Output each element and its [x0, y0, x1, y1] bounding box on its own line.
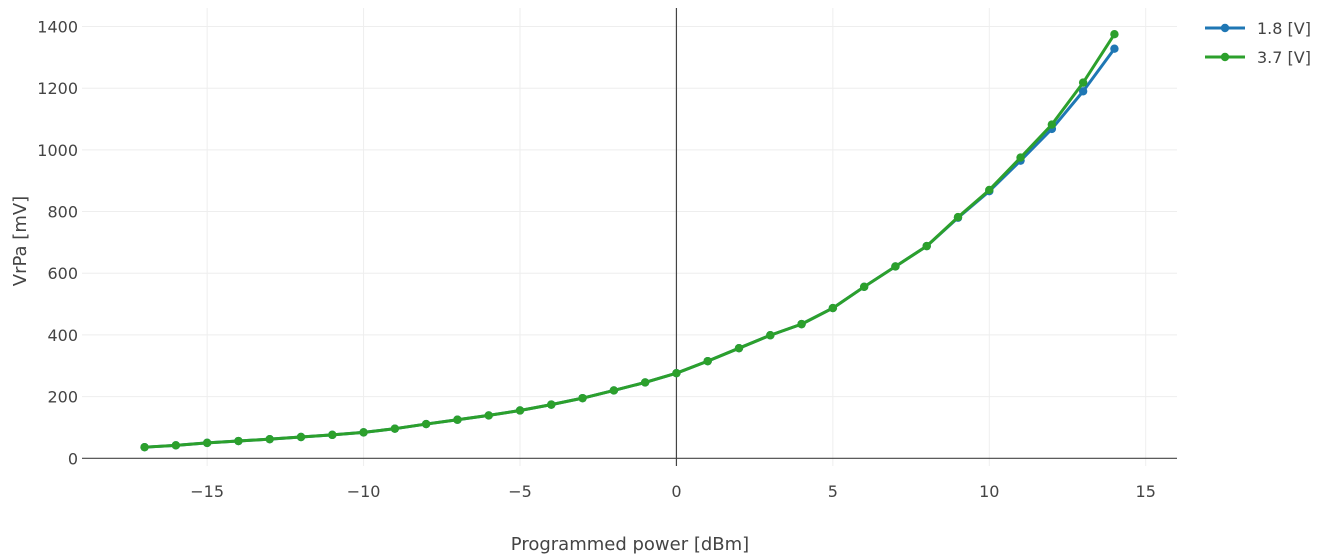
series-line [144, 33, 1116, 449]
data-point[interactable] [859, 282, 869, 292]
y-tick-label: 800 [47, 203, 78, 222]
data-point[interactable] [797, 319, 806, 329]
data-point[interactable] [1078, 87, 1088, 96]
data-point[interactable] [922, 241, 931, 251]
data-point[interactable] [640, 378, 650, 387]
data-point[interactable] [547, 400, 556, 409]
data-point[interactable] [515, 406, 525, 415]
data-point[interactable] [296, 432, 306, 442]
legend[interactable]: 1.8 [V] 3.7 [V] [1205, 19, 1311, 67]
series-area [140, 30, 1119, 452]
data-point[interactable] [140, 442, 149, 452]
data-point[interactable] [453, 415, 462, 424]
data-point[interactable] [234, 436, 243, 446]
data-point[interactable] [1047, 120, 1057, 129]
data-point[interactable] [421, 419, 431, 429]
data-point[interactable] [766, 331, 775, 340]
y-tick-label: 1000 [37, 141, 78, 160]
data-point[interactable] [328, 430, 337, 440]
data-point[interactable] [484, 411, 493, 420]
y-tick-label: 200 [47, 388, 78, 407]
data-point[interactable] [390, 424, 400, 433]
y-tick-label: 1400 [37, 18, 78, 37]
series-1[interactable] [140, 44, 1119, 452]
x-tick-label: 0 [671, 482, 681, 501]
data-point[interactable] [609, 386, 619, 395]
legend-item[interactable]: 3.7 [V] [1205, 48, 1311, 67]
data-point[interactable] [672, 368, 681, 378]
legend-label: 1.8 [V] [1257, 19, 1311, 38]
data-point[interactable] [985, 185, 994, 195]
data-point[interactable] [171, 441, 181, 450]
x-tick-label: −15 [190, 482, 224, 501]
x-tick-label: 10 [979, 482, 999, 501]
data-point[interactable] [578, 393, 587, 403]
x-axis-title: Programmed power [dBm] [511, 534, 749, 555]
legend-label: 3.7 [V] [1257, 48, 1311, 67]
y-axis-title: VrPa [mV] [10, 196, 31, 286]
legend-marker [1220, 23, 1230, 33]
data-point[interactable] [891, 262, 900, 271]
data-point[interactable] [703, 356, 712, 366]
legend-marker [1220, 52, 1230, 62]
axes: −15 −10 −5 0 5 10 15 0 200 400 600 800 1000 1200 1400 [37, 8, 1177, 501]
data-point[interactable] [359, 428, 368, 437]
series-2[interactable] [140, 30, 1119, 452]
y-tick-label: 400 [47, 326, 78, 345]
x-tick-label: −10 [347, 482, 381, 501]
data-point[interactable] [202, 438, 212, 448]
data-point[interactable] [734, 343, 744, 353]
data-point[interactable] [1078, 78, 1088, 87]
x-tick-label: 5 [828, 482, 838, 501]
y-tick-label: 0 [68, 449, 78, 468]
data-point[interactable] [1110, 30, 1119, 39]
data-point[interactable] [1110, 44, 1119, 53]
data-point[interactable] [1016, 153, 1025, 162]
x-tick-label: −5 [508, 482, 532, 501]
grid [82, 8, 1177, 466]
data-point[interactable] [828, 303, 838, 313]
x-tick-label: 15 [1136, 482, 1156, 501]
data-point[interactable] [265, 434, 274, 444]
y-tick-label: 600 [47, 264, 78, 283]
y-tick-label: 1200 [37, 79, 78, 98]
legend-item[interactable]: 1.8 [V] [1205, 19, 1311, 38]
data-point[interactable] [953, 212, 963, 222]
